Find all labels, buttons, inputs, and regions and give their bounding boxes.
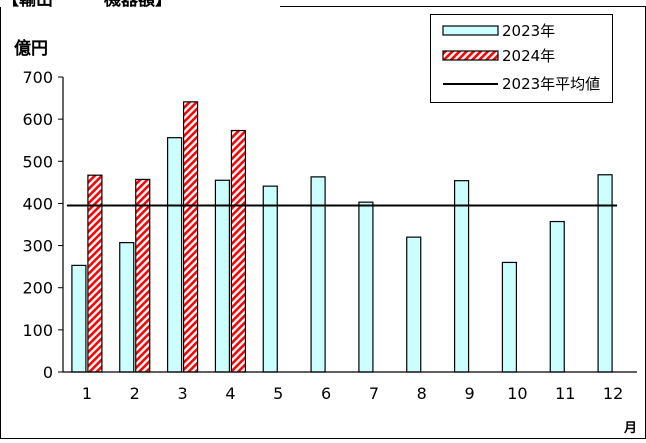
x-tick-label: 4 bbox=[225, 384, 235, 403]
legend-label-average: 2023年平均値 bbox=[502, 75, 600, 93]
bar-2023-month-9 bbox=[453, 180, 470, 373]
bar-2023-month-2 bbox=[119, 242, 135, 373]
y-axis-label: 億円 bbox=[14, 38, 48, 59]
x-tick-label: 6 bbox=[321, 384, 331, 403]
bar-2023-month-4 bbox=[214, 179, 231, 373]
x-tick-label: 12 bbox=[603, 384, 623, 403]
x-tick-label: 8 bbox=[417, 384, 427, 403]
x-tick-label: 3 bbox=[177, 384, 187, 403]
y-tick-label: 500 bbox=[22, 152, 53, 171]
legend-label-2024: 2024年 bbox=[502, 47, 555, 65]
bar-2023-month-3 bbox=[166, 137, 183, 373]
y-tick-label: 100 bbox=[22, 321, 53, 340]
bar-2023-month-7 bbox=[358, 201, 374, 373]
x-tick-label: 2 bbox=[130, 384, 140, 403]
x-tick-label: 7 bbox=[369, 384, 379, 403]
y-tick-label: 600 bbox=[22, 110, 53, 129]
bar-2023-month-11 bbox=[549, 220, 565, 373]
x-tick-label: 1 bbox=[82, 384, 92, 403]
y-tick-label: 700 bbox=[22, 68, 53, 87]
plot-area bbox=[67, 101, 617, 373]
x-tick-label: 5 bbox=[273, 384, 283, 403]
bar-2023-month-10 bbox=[501, 261, 518, 373]
x-tick-label: 9 bbox=[464, 384, 474, 403]
legend-swatch-2024 bbox=[442, 50, 499, 61]
x-tick-label: 11 bbox=[555, 384, 575, 403]
legend-swatch-2023 bbox=[442, 25, 499, 36]
chart-title: 【輸出 機器額】 bbox=[2, 0, 172, 10]
y-tick-label: 300 bbox=[22, 237, 53, 256]
bar-2024-month-2 bbox=[135, 178, 151, 373]
bar-2024-month-3 bbox=[182, 101, 199, 373]
bar-2023-month-1 bbox=[71, 264, 87, 373]
x-axis-label: 月 bbox=[623, 421, 637, 436]
y-tick-label: 0 bbox=[43, 363, 53, 382]
y-tick-label: 200 bbox=[22, 279, 53, 298]
x-tick-label: 10 bbox=[507, 384, 527, 403]
bar-2023-month-5 bbox=[262, 185, 278, 373]
bar-2023-month-12 bbox=[597, 174, 613, 373]
y-tick-label: 400 bbox=[22, 194, 53, 213]
bar-2024-month-4 bbox=[230, 129, 247, 373]
bar-2023-month-8 bbox=[406, 236, 422, 373]
legend-label-2023: 2023年 bbox=[502, 22, 555, 40]
legend: 2023年 2024年 2023年平均値 bbox=[430, 14, 613, 103]
